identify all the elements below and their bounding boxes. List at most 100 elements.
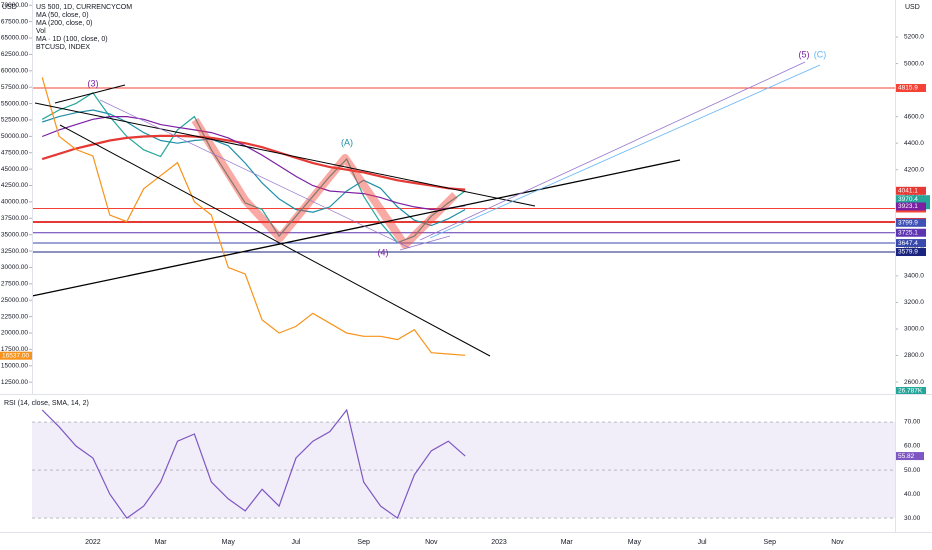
y-tick-label: 37500.00	[1, 215, 28, 222]
volume-label-box	[896, 387, 926, 395]
y2-tick-label: 2600.0	[904, 379, 924, 386]
price-label: 16537.00	[2, 352, 29, 359]
price-label-box	[896, 186, 926, 195]
trend-line	[59, 124, 491, 357]
y2-tick-label: 3200.0	[904, 299, 924, 306]
wave-label: (C)	[814, 49, 827, 59]
rsi-pane: 30.00 40.00 50.00 60.00 70.00 RSI (14, close,…	[4, 400, 924, 522]
y-tick-label: 22500.00	[1, 313, 28, 320]
price-label-box	[896, 228, 926, 237]
price-label: 3647.4	[898, 240, 918, 247]
x-tick-label: Jul	[291, 539, 300, 546]
series-line	[41, 116, 466, 211]
rsi-label: 55.82	[898, 453, 915, 460]
price-label-box	[896, 202, 926, 211]
y-tick-label: 25000.00	[1, 297, 28, 304]
projection-line	[419, 61, 806, 241]
y-tick-label: 70000.00	[1, 2, 28, 9]
y-tick-label: 27500.00	[1, 281, 28, 288]
y-tick-label: 60000.00	[1, 68, 28, 75]
rsi-label-box	[896, 452, 924, 461]
y2-tick-label: 4400.0	[904, 140, 924, 147]
price-label: 4041.1	[898, 188, 918, 195]
y-tick-label: 32500.00	[1, 248, 28, 255]
y-tick-label: 47500.00	[1, 149, 28, 156]
y-tick-label: 12500.00	[1, 379, 28, 386]
axis-label: USD	[2, 4, 17, 11]
wave-highlight	[191, 117, 458, 249]
y-tick-label: 67500.00	[1, 18, 28, 25]
legend-entry: BTCUSD, INDEX	[36, 44, 90, 51]
volume-label: 26.787K	[898, 388, 923, 395]
y-tick-label: 65000.00	[1, 35, 28, 42]
series-line	[41, 408, 466, 520]
drawings	[31, 61, 821, 357]
y2-tick-label: 3000.0	[904, 326, 924, 333]
x-tick-label: Mar	[561, 539, 574, 546]
series-line	[41, 91, 466, 244]
price-label: 3799.9	[898, 220, 918, 227]
y-tick-label: 52500.00	[1, 117, 28, 124]
y-tick-label: 40000.00	[1, 199, 28, 206]
legend-entry: US 500, 1D, CURRENCYCOM	[36, 4, 132, 11]
y2-tick-label: 2800.0	[904, 352, 924, 359]
price-label-box	[896, 83, 926, 92]
y-tick-label: 55000.00	[1, 100, 28, 107]
x-tick-label: Nov	[831, 539, 844, 546]
x-tick-label: May	[222, 539, 236, 546]
y-tick-label: 15000.00	[1, 362, 28, 369]
rsi-band	[32, 422, 895, 519]
price-label: 3923.1	[898, 203, 918, 210]
projection-line	[429, 64, 821, 239]
price-pane: 12500.00 15000.00 17500.00 20000.00 22500.00…	[0, 2, 930, 395]
price-label: 4815.9	[898, 85, 918, 92]
price-label: 3725.1	[898, 229, 918, 236]
legend-entry: Vol	[36, 28, 46, 35]
x-tick-label: Sep	[764, 539, 777, 546]
price-label: 3579.9	[898, 249, 918, 256]
wave-line	[99, 99, 411, 249]
x-tick-label: Jul	[698, 539, 707, 546]
legend-entry: MA (50, close, 0)	[36, 12, 89, 19]
x-tick-label: Mar	[155, 539, 168, 546]
price-label: 3970.4	[898, 196, 918, 203]
legend-entry: MA (200, close, 0)	[36, 20, 92, 27]
x-tick-label: 2022	[85, 539, 101, 546]
y-tick-label: 57500.00	[1, 84, 28, 91]
y-tick-label: 20000.00	[1, 330, 28, 337]
wave-label: (4)	[378, 247, 389, 257]
axis-label: USD	[905, 4, 920, 11]
series-line	[41, 134, 466, 191]
y2-tick-label: 4600.0	[904, 113, 924, 120]
x-tick-label: 2023	[491, 539, 507, 546]
y-tick-label: 45000.00	[1, 166, 28, 173]
y-tick-label: 70.00	[904, 419, 921, 426]
y-tick-label: 50000.00	[1, 133, 28, 140]
price-label-box	[896, 239, 926, 248]
pane-title: RSI (14, close, SMA, 14, 2)	[4, 400, 89, 407]
x-tick-label: Sep	[357, 539, 370, 546]
price-label-box	[0, 351, 32, 360]
y-tick-label: 35000.00	[1, 231, 28, 238]
y2-tick-label: 4200.0	[904, 166, 924, 173]
x-tick-label: May	[628, 539, 642, 546]
y-tick-label: 60.00	[904, 443, 921, 450]
legend-entry: MA · 1D (100, close, 0)	[36, 36, 108, 43]
trend-line	[34, 102, 536, 207]
price-label-box	[896, 248, 926, 257]
y-tick-label: 30.00	[904, 515, 921, 522]
y-tick-label: 30000.00	[1, 264, 28, 271]
trend-line	[54, 84, 126, 104]
y-tick-label: 17500.00	[1, 346, 28, 353]
y-tick-label: 62500.00	[1, 51, 28, 58]
y-tick-label: 40.00	[904, 491, 921, 498]
y2-tick-label: 5200.0	[904, 34, 924, 41]
wave-label: (A)	[341, 137, 353, 147]
y2-tick-label: 3400.0	[904, 273, 924, 280]
trend-line	[31, 159, 681, 297]
y-tick-label: 42500.00	[1, 182, 28, 189]
y2-tick-label: 5000.0	[904, 60, 924, 67]
